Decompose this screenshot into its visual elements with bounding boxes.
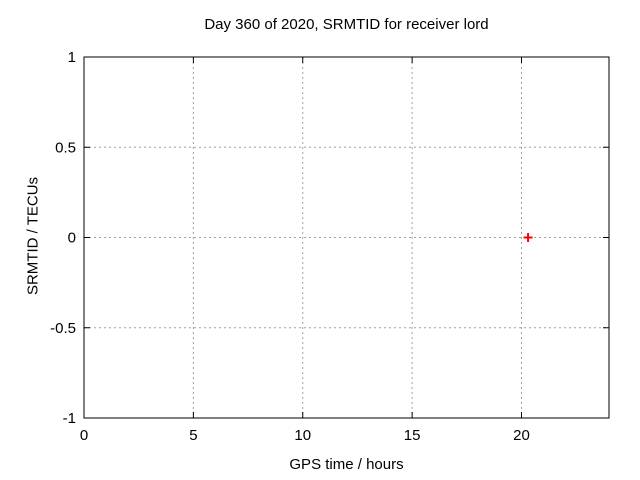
y-tick-label: 1	[68, 49, 76, 66]
y-tick-label: 0.5	[55, 139, 76, 156]
y-tick-label: 0	[68, 230, 76, 247]
chart-title: Day 360 of 2020, SRMTID for receiver lor…	[204, 16, 489, 33]
y-tick-label: -0.5	[50, 320, 76, 337]
x-tick-label: 10	[294, 427, 311, 444]
x-tick-label: 15	[404, 427, 421, 444]
x-tick-label: 0	[80, 427, 88, 444]
x-axis-label: GPS time / hours	[289, 456, 404, 473]
y-axis-label: SRMTID / TECUs	[24, 176, 42, 296]
x-tick-label: 5	[189, 427, 197, 444]
x-tick-label: 20	[513, 427, 530, 444]
y-tick-label: -1	[63, 410, 76, 427]
